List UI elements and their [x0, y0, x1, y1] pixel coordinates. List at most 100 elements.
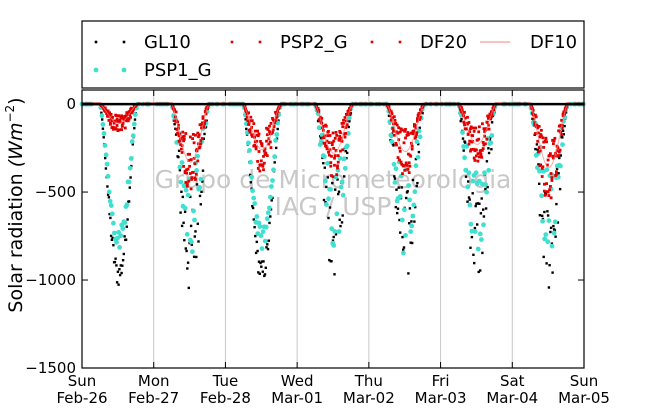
data-point — [333, 163, 336, 167]
data-point — [256, 129, 259, 133]
data-point — [472, 229, 478, 234]
data-point — [466, 200, 469, 203]
data-point — [259, 246, 265, 252]
data-point — [487, 123, 490, 127]
data-point — [180, 190, 183, 193]
data-point — [253, 226, 256, 229]
data-point — [473, 159, 477, 162]
data-point — [125, 119, 129, 123]
data-point — [178, 139, 182, 143]
data-point — [399, 127, 403, 131]
data-point — [467, 202, 473, 208]
data-point — [181, 130, 185, 134]
data-point — [487, 147, 490, 150]
data-point — [477, 130, 481, 134]
data-point — [340, 192, 346, 198]
data-point — [537, 146, 541, 149]
data-point — [201, 180, 204, 183]
data-point — [316, 125, 322, 131]
data-point — [177, 155, 180, 159]
data-point — [106, 189, 112, 195]
data-point — [543, 210, 546, 214]
data-point — [462, 155, 467, 161]
data-point — [120, 128, 123, 131]
data-point — [344, 132, 348, 135]
data-point — [323, 178, 328, 184]
data-point — [126, 117, 129, 121]
data-point — [272, 124, 276, 128]
data-point — [337, 192, 340, 196]
data-point — [536, 139, 540, 143]
data-point — [467, 121, 471, 124]
data-point — [394, 142, 398, 145]
data-point — [330, 143, 334, 147]
data-point — [558, 163, 563, 169]
data-point — [417, 134, 423, 140]
legend-swatch — [94, 40, 98, 44]
data-point — [344, 150, 347, 153]
data-point — [124, 114, 128, 117]
data-point — [327, 150, 330, 154]
data-point — [126, 119, 130, 123]
data-point — [267, 205, 272, 211]
data-point — [274, 119, 277, 122]
data-point — [196, 159, 200, 163]
data-point — [267, 142, 271, 146]
data-point — [325, 147, 329, 151]
data-point — [273, 138, 278, 143]
data-point — [403, 129, 407, 133]
data-point — [196, 131, 200, 135]
data-point — [553, 136, 557, 140]
data-point — [345, 123, 349, 127]
data-point — [390, 112, 394, 116]
data-point — [554, 235, 557, 238]
data-point — [118, 233, 124, 239]
data-point — [551, 139, 554, 142]
data-point — [327, 153, 331, 157]
data-point — [534, 115, 538, 119]
data-point — [329, 226, 335, 232]
data-point — [272, 154, 277, 160]
data-point — [555, 167, 559, 171]
legend-swatch — [258, 40, 262, 44]
data-point — [181, 195, 184, 199]
data-point — [534, 113, 537, 117]
data-point — [408, 222, 411, 225]
data-point — [486, 114, 489, 118]
data-point — [401, 128, 404, 132]
data-point — [330, 174, 333, 177]
data-point — [127, 165, 133, 171]
data-point — [198, 194, 202, 198]
data-point — [411, 241, 414, 245]
data-point — [190, 243, 193, 246]
data-point — [555, 173, 558, 176]
data-point — [463, 110, 466, 114]
data-point — [539, 149, 543, 153]
data-point — [107, 198, 113, 204]
data-point — [397, 186, 400, 189]
data-point — [557, 154, 560, 157]
data-point — [387, 114, 391, 117]
data-point — [246, 140, 251, 146]
data-point — [392, 133, 396, 137]
data-point — [258, 233, 264, 239]
data-point — [248, 128, 252, 132]
data-point — [548, 188, 551, 192]
data-point — [260, 144, 264, 148]
data-point — [339, 224, 342, 228]
data-point — [273, 161, 276, 164]
data-point — [398, 158, 401, 162]
data-point — [481, 148, 484, 152]
series-df10 — [82, 103, 584, 168]
data-point — [191, 208, 196, 214]
x-tick-label-day: Wed — [281, 372, 314, 390]
data-point — [489, 117, 492, 121]
data-point — [533, 121, 537, 124]
data-point — [129, 115, 132, 119]
data-point — [552, 138, 556, 142]
data-point — [325, 185, 328, 189]
data-point — [404, 128, 407, 131]
data-point — [246, 111, 250, 115]
data-point — [191, 133, 195, 136]
y-tick-label: 0 — [66, 95, 76, 113]
